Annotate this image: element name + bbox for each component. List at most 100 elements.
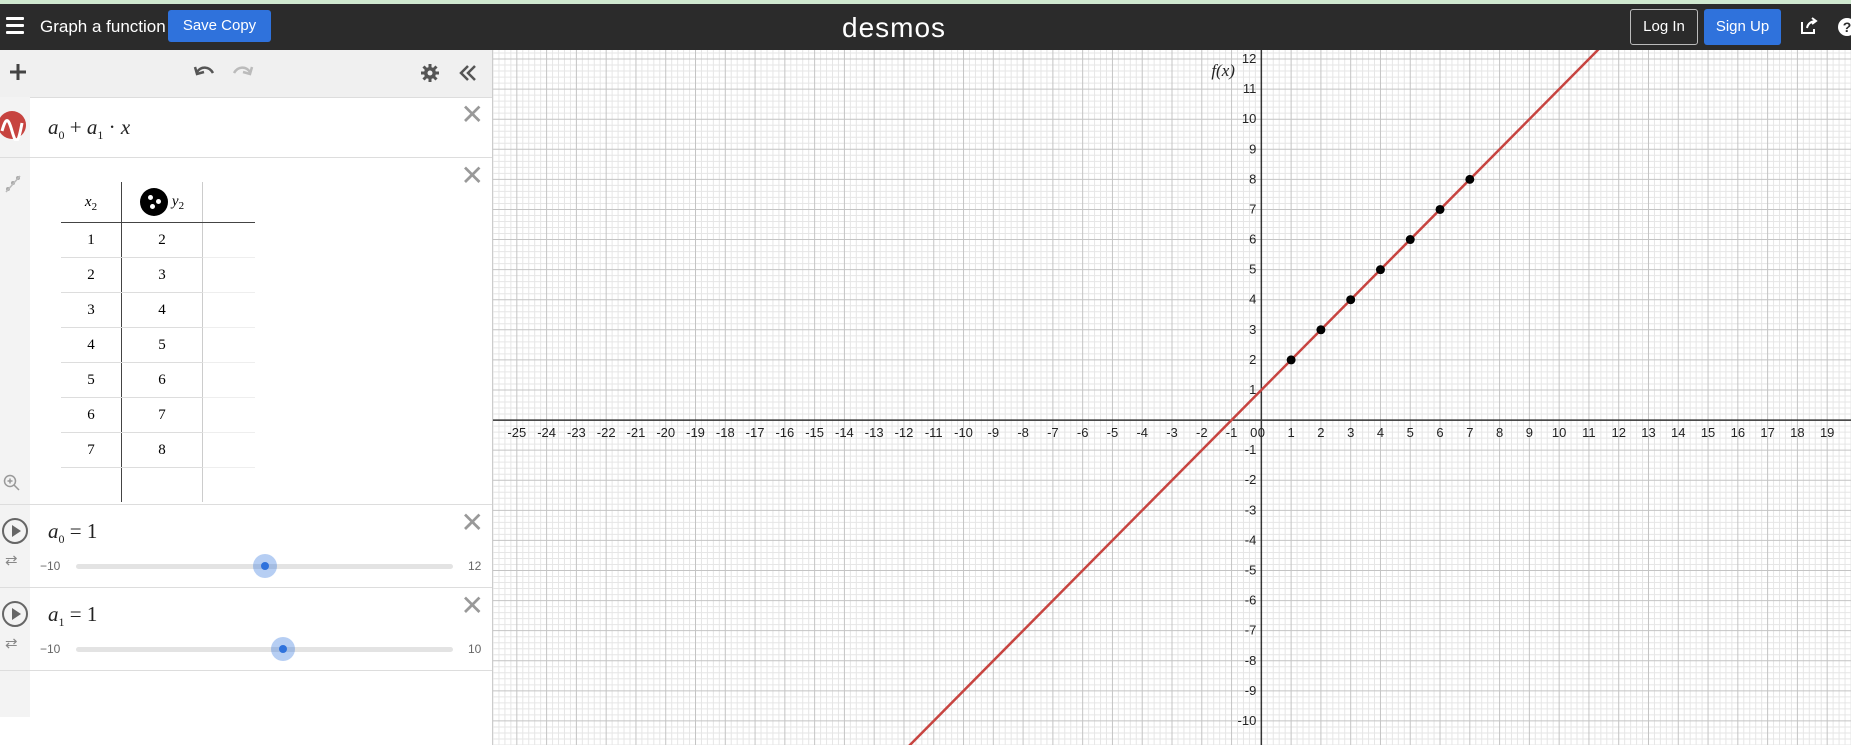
x-tick-label: -20 xyxy=(656,425,675,440)
y-tick-label: 2 xyxy=(1249,352,1256,367)
table-cell-x[interactable]: 4 xyxy=(61,327,122,363)
table-cell-x[interactable]: 2 xyxy=(61,257,122,293)
redo-icon[interactable] xyxy=(232,64,254,85)
x-tick-label: -14 xyxy=(835,425,854,440)
plus-icon[interactable] xyxy=(8,62,28,87)
y-tick-label: 9 xyxy=(1249,141,1256,156)
x-tick-label: -22 xyxy=(597,425,616,440)
graph-svg[interactable]: -25 -24 -23 -22 -21 -20 -19 -18 -17 -16 -15 -14 -13-… xyxy=(493,50,1851,745)
hamburger-icon[interactable] xyxy=(6,17,24,37)
table-row-empty[interactable] xyxy=(61,467,255,502)
slider-max-label[interactable]: 10 xyxy=(468,642,482,656)
login-button[interactable]: Log In xyxy=(1630,9,1698,45)
x-tick-label: -21 xyxy=(627,425,646,440)
y-tick-label: -10 xyxy=(1238,713,1257,728)
close-icon[interactable]: ✕ xyxy=(460,506,484,539)
x-tick-label: 10 xyxy=(1552,425,1566,440)
close-icon[interactable]: ✕ xyxy=(460,589,484,622)
table-cell-x[interactable]: 6 xyxy=(61,397,122,433)
x-tick-label: -3 xyxy=(1166,425,1178,440)
gear-icon[interactable] xyxy=(420,63,440,88)
x-tick-label: -2 xyxy=(1196,425,1208,440)
slider-knob[interactable] xyxy=(271,637,296,661)
y-tick-label: -1 xyxy=(1245,442,1257,457)
y-axis-label: f(x) xyxy=(1211,61,1235,80)
play-icon[interactable] xyxy=(2,601,28,627)
table-cell-x[interactable]: 7 xyxy=(61,432,122,468)
x-tick-label: 1 xyxy=(1288,425,1295,440)
slider-knob[interactable] xyxy=(252,554,277,578)
y-tick-label: 7 xyxy=(1249,201,1256,216)
share-icon[interactable] xyxy=(1799,16,1819,41)
slider-a1-formula[interactable]: a1 = 1 xyxy=(48,602,98,629)
double-chevron-left-icon[interactable] xyxy=(458,63,478,88)
slider-a0-formula[interactable]: a0 = 1 xyxy=(48,519,98,546)
table-cell-y[interactable]: 3 xyxy=(121,257,203,293)
play-icon[interactable] xyxy=(2,518,28,544)
expression-item-1[interactable]: a0 + a1 · x ✕ xyxy=(0,97,492,158)
table-header-y[interactable]: y2 xyxy=(121,182,203,223)
y-tick-label: 5 xyxy=(1249,262,1256,277)
expression-formula[interactable]: a0 + a1 · x xyxy=(48,115,131,142)
table-cell-y[interactable]: 7 xyxy=(121,397,203,433)
y-tick-label: -6 xyxy=(1245,593,1257,608)
x-tick-label: -4 xyxy=(1136,425,1148,440)
x-tick-label: 8 xyxy=(1496,425,1503,440)
table-cell-x[interactable]: 5 xyxy=(61,362,122,398)
x-tick-label: -18 xyxy=(716,425,735,440)
loop-icon[interactable]: ⇄ xyxy=(5,635,18,652)
expression-item-slider-a1[interactable]: ⇄ a1 = 1 ✕ −10 10 xyxy=(0,588,492,671)
zoom-icon[interactable] xyxy=(3,474,21,497)
table-cell-y[interactable]: 2 xyxy=(121,222,203,258)
point-style-icon[interactable] xyxy=(139,188,168,216)
slider-min-label[interactable]: −10 xyxy=(40,559,61,573)
expression-toolbar xyxy=(0,50,492,98)
signup-button[interactable]: Sign Up xyxy=(1704,9,1781,45)
y-tick-label: 1 xyxy=(1249,382,1256,397)
x-tick-label: 12 xyxy=(1611,425,1625,440)
table-cell-x[interactable]: 1 xyxy=(61,222,122,258)
y-tick-label: 12 xyxy=(1242,51,1256,66)
x-tick-label: -11 xyxy=(925,425,943,440)
function-color-icon[interactable] xyxy=(0,109,28,146)
table-cell-y[interactable]: 5 xyxy=(121,327,203,363)
help-icon[interactable]: ? xyxy=(1838,18,1851,36)
graph-title[interactable]: Graph a function xyxy=(40,17,166,36)
table-cell-y[interactable]: 8 xyxy=(121,432,203,468)
data-point xyxy=(1375,265,1385,275)
slider-track[interactable] xyxy=(76,637,453,661)
x-tick-label: -19 xyxy=(686,425,705,440)
undo-icon[interactable] xyxy=(193,64,215,85)
table-header-x[interactable]: x2 xyxy=(61,182,122,223)
top-strip xyxy=(0,0,1851,4)
x-tick-label: -16 xyxy=(775,425,794,440)
table-cell-x[interactable]: 3 xyxy=(61,292,122,328)
slider-min-label[interactable]: −10 xyxy=(40,642,61,656)
y-tick-label: 4 xyxy=(1249,292,1256,307)
graph-canvas[interactable]: -25 -24 -23 -22 -21 -20 -19 -18 -17 -16 -15 -14 -13-… xyxy=(493,50,1851,745)
x-tick-label: -8 xyxy=(1017,425,1029,440)
loop-icon[interactable]: ⇄ xyxy=(5,552,18,569)
save-copy-button[interactable]: Save Copy xyxy=(168,10,271,42)
y-tick-label: 10 xyxy=(1242,111,1256,126)
slider-max-label[interactable]: 12 xyxy=(468,559,482,573)
origin-tick-label: 0 xyxy=(1250,425,1257,440)
y-tick-label: -2 xyxy=(1245,472,1257,487)
x-tick-label: 9 xyxy=(1526,425,1533,440)
expression-item-slider-a0[interactable]: ⇄ a0 = 1 ✕ −10 12 xyxy=(0,505,492,588)
close-icon[interactable]: ✕ xyxy=(460,159,484,192)
slider-track[interactable] xyxy=(76,554,453,578)
close-icon[interactable]: ✕ xyxy=(460,98,484,131)
table-cell-y[interactable]: 4 xyxy=(121,292,203,328)
table-cell-y[interactable]: 6 xyxy=(121,362,203,398)
